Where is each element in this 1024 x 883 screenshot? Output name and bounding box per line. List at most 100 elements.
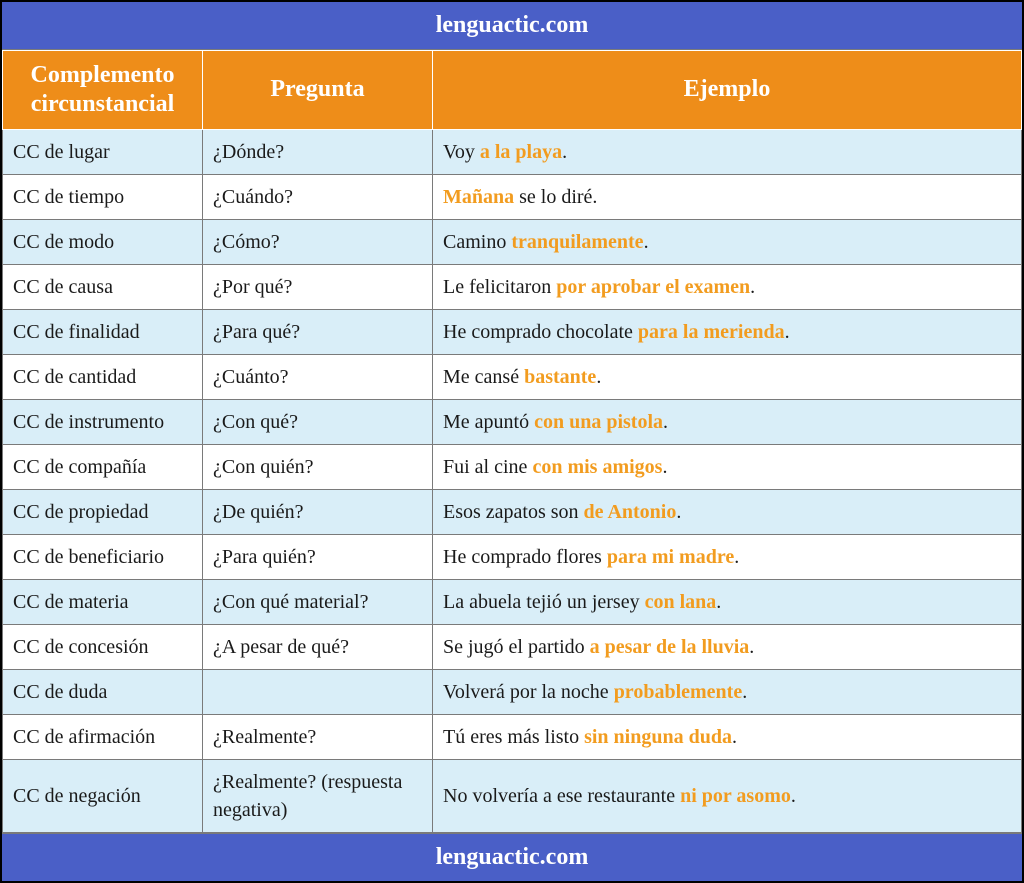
cell-cc: CC de afirmación [3,714,203,759]
ejemplo-post: . [716,591,721,613]
cell-ejemplo: Me apuntó con una pistola. [433,399,1022,444]
cell-ejemplo: He comprado chocolate para la merienda. [433,309,1022,354]
cell-pregunta: ¿Cuánto? [203,354,433,399]
table-row: CC de instrumento¿Con qué?Me apuntó con … [3,399,1022,444]
cell-cc: CC de compañía [3,444,203,489]
title-bar: lenguactic.com [2,2,1022,50]
cell-pregunta: ¿Para qué? [203,309,433,354]
table-row: CC de duda Volverá por la noche probablem… [3,669,1022,714]
cell-ejemplo: Mañana se lo diré. [433,174,1022,219]
cell-pregunta: ¿Cómo? [203,219,433,264]
ejemplo-post: . [596,366,601,388]
table-row: CC de cantidad¿Cuánto?Me cansé bastante. [3,354,1022,399]
ejemplo-highlight: probablemente [614,681,743,703]
table-row: CC de negación¿Realmente? (respuesta neg… [3,759,1022,832]
cell-pregunta: ¿Cuándo? [203,174,433,219]
ejemplo-pre: Tú eres más listo [443,726,584,748]
ejemplo-highlight: bastante [524,366,596,388]
cell-pregunta: ¿A pesar de qué? [203,624,433,669]
cell-cc: CC de finalidad [3,309,203,354]
ejemplo-pre: He comprado chocolate [443,321,638,343]
ejemplo-highlight: sin ninguna duda [584,726,732,748]
cell-cc: CC de concesión [3,624,203,669]
ejemplo-post: . [676,501,681,523]
cell-ejemplo: Voy a la playa. [433,129,1022,174]
ejemplo-highlight: a pesar de la lluvia [590,636,750,658]
ejemplo-pre: Me apuntó [443,411,534,433]
ejemplo-pre: Esos zapatos son [443,501,584,523]
ejemplo-post: . [662,456,667,478]
ejemplo-pre: Me cansé [443,366,524,388]
cell-ejemplo: Se jugó el partido a pesar de la lluvia. [433,624,1022,669]
cell-ejemplo: La abuela tejió un jersey con lana. [433,579,1022,624]
cell-cc: CC de causa [3,264,203,309]
cell-cc: CC de tiempo [3,174,203,219]
table-row: CC de lugar¿Dónde?Voy a la playa. [3,129,1022,174]
cell-pregunta: ¿Con quién? [203,444,433,489]
ejemplo-highlight: ni por asomo [680,785,791,807]
cell-pregunta: ¿Con qué material? [203,579,433,624]
cell-cc: CC de lugar [3,129,203,174]
table-row: CC de tiempo¿Cuándo?Mañana se lo diré. [3,174,1022,219]
ejemplo-highlight: para mi madre [607,546,734,568]
ejemplo-highlight: de Antonio [584,501,677,523]
ejemplo-highlight: con lana [645,591,717,613]
cell-cc: CC de beneficiario [3,534,203,579]
cell-cc: CC de negación [3,759,203,832]
table-row: CC de afirmación¿Realmente?Tú eres más l… [3,714,1022,759]
ejemplo-pre: La abuela tejió un jersey [443,591,645,613]
cell-cc: CC de propiedad [3,489,203,534]
cell-ejemplo: Camino tranquilamente. [433,219,1022,264]
ejemplo-post: . [785,321,790,343]
cell-cc: CC de duda [3,669,203,714]
ejemplo-highlight: Mañana [443,186,514,208]
cell-cc: CC de modo [3,219,203,264]
ejemplo-pre: He comprado flores [443,546,607,568]
table-container: lenguactic.com Complemento circunstancia… [0,0,1024,883]
ejemplo-pre: Se jugó el partido [443,636,590,658]
cell-ejemplo: Le felicitaron por aprobar el examen. [433,264,1022,309]
cell-pregunta [203,669,433,714]
cell-pregunta: ¿Para quién? [203,534,433,579]
cell-ejemplo: Fui al cine con mis amigos. [433,444,1022,489]
ejemplo-highlight: con una pistola [534,411,663,433]
cell-ejemplo: Esos zapatos son de Antonio. [433,489,1022,534]
ejemplo-highlight: tranquilamente [511,231,643,253]
cell-ejemplo: He comprado flores para mi madre. [433,534,1022,579]
ejemplo-post: . [732,726,737,748]
table-row: CC de propiedad¿De quién?Esos zapatos so… [3,489,1022,534]
ejemplo-highlight: con mis amigos [532,456,662,478]
cell-ejemplo: No volvería a ese restaurante ni por aso… [433,759,1022,832]
header-row: Complemento circunstancial Pregunta Ejem… [3,51,1022,130]
cell-pregunta: ¿Realmente? (respuesta negativa) [203,759,433,832]
ejemplo-post: se lo diré. [514,186,597,208]
cell-pregunta: ¿Por qué? [203,264,433,309]
ejemplo-post: . [791,785,796,807]
cell-pregunta: ¿Realmente? [203,714,433,759]
header-cc: Complemento circunstancial [3,51,203,130]
ejemplo-highlight: a la playa [480,141,562,163]
ejemplo-pre: Camino [443,231,511,253]
table-row: CC de finalidad¿Para qué?He comprado cho… [3,309,1022,354]
ejemplo-post: . [742,681,747,703]
table-row: CC de causa¿Por qué?Le felicitaron por a… [3,264,1022,309]
cell-cc: CC de instrumento [3,399,203,444]
header-pregunta: Pregunta [203,51,433,130]
ejemplo-pre: Le felicitaron [443,276,556,298]
ejemplo-post: . [750,276,755,298]
cell-pregunta: ¿Dónde? [203,129,433,174]
header-ejemplo: Ejemplo [433,51,1022,130]
cell-pregunta: ¿De quién? [203,489,433,534]
cell-cc: CC de materia [3,579,203,624]
cell-ejemplo: Tú eres más listo sin ninguna duda. [433,714,1022,759]
ejemplo-post: . [749,636,754,658]
ejemplo-post: . [644,231,649,253]
ejemplo-pre: Voy [443,141,480,163]
cell-pregunta: ¿Con qué? [203,399,433,444]
cell-ejemplo: Me cansé bastante. [433,354,1022,399]
ejemplo-highlight: para la merienda [638,321,785,343]
table-row: CC de beneficiario¿Para quién?He comprad… [3,534,1022,579]
cc-table: Complemento circunstancial Pregunta Ejem… [2,50,1022,833]
ejemplo-post: . [734,546,739,568]
cell-ejemplo: Volverá por la noche probablemente. [433,669,1022,714]
